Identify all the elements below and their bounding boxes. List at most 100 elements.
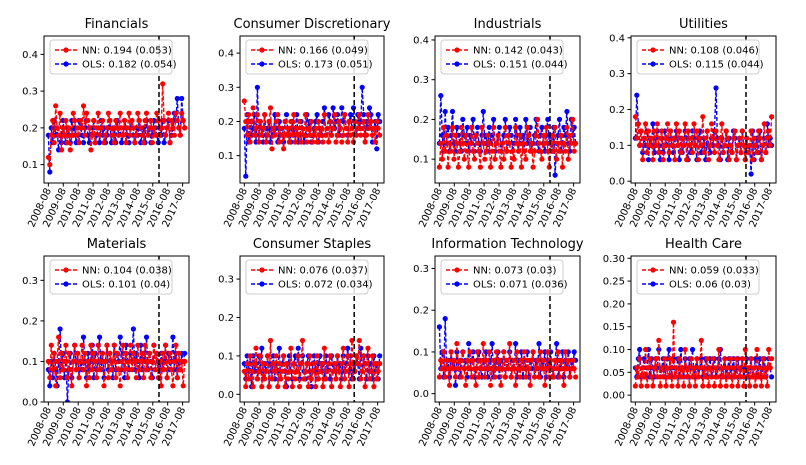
- data-point: [673, 365, 680, 371]
- data-point: [86, 375, 92, 381]
- y-tick-label: 0.1: [413, 155, 429, 166]
- data-point: [526, 132, 532, 138]
- data-point: [129, 367, 135, 373]
- data-point: [523, 116, 529, 122]
- y-tick-label: 0.0: [22, 398, 38, 409]
- data-point: [729, 149, 735, 156]
- data-point: [105, 375, 111, 381]
- data-point: [502, 374, 508, 380]
- series-nn: [45, 334, 188, 389]
- data-point: [318, 361, 325, 367]
- data-point: [348, 361, 354, 367]
- data-point: [504, 148, 510, 154]
- axes-frame: [434, 35, 581, 184]
- data-point: [745, 149, 751, 156]
- data-point: [260, 361, 266, 367]
- data-point: [632, 114, 639, 120]
- data-point: [343, 125, 349, 131]
- data-point: [327, 353, 333, 359]
- data-point: [92, 358, 98, 364]
- series-line-nn: [243, 100, 381, 149]
- data-point: [438, 140, 444, 146]
- data-point: [253, 125, 259, 131]
- legend-label: NN: 0.194 (0.053): [82, 46, 172, 57]
- data-point: [299, 337, 306, 344]
- data-point: [342, 376, 348, 382]
- y-tick-label: 0.2: [609, 105, 625, 116]
- data-point: [640, 157, 646, 163]
- data-point: [58, 147, 65, 153]
- data-point: [80, 334, 87, 340]
- legend-marker: [454, 281, 460, 287]
- data-point: [249, 118, 255, 125]
- data-point: [634, 365, 640, 371]
- data-point: [505, 366, 511, 372]
- data-point: [638, 128, 644, 134]
- data-point: [561, 140, 567, 146]
- legend-label: OLS: 0.173 (0.051): [278, 60, 373, 71]
- data-point: [333, 376, 339, 382]
- data-point: [488, 382, 494, 388]
- data-point: [767, 142, 773, 148]
- data-point: [374, 146, 380, 152]
- axes-frame: [43, 35, 190, 184]
- legend-label: OLS: 0.182 (0.054): [82, 60, 177, 71]
- data-point: [70, 358, 76, 364]
- data-point: [471, 156, 478, 162]
- data-point: [369, 353, 375, 359]
- data-point: [294, 125, 300, 131]
- data-point: [67, 367, 73, 373]
- data-point: [114, 125, 120, 131]
- data-point: [716, 346, 722, 353]
- data-point: [695, 374, 702, 380]
- data-point: [180, 383, 186, 389]
- data-point: [98, 125, 104, 131]
- data-point: [653, 142, 659, 148]
- data-point: [436, 164, 442, 170]
- data-point: [511, 156, 517, 162]
- data-point: [79, 125, 85, 131]
- data-point: [729, 383, 735, 389]
- data-point: [653, 356, 659, 362]
- y-tick-label: 0.4: [22, 50, 38, 61]
- data-point: [88, 147, 94, 153]
- data-point: [167, 350, 173, 356]
- data-point: [514, 349, 520, 355]
- data-point: [489, 366, 495, 372]
- data-point: [127, 132, 133, 138]
- legend-label: NN: 0.166 (0.049): [278, 46, 368, 57]
- y-tick-label: 0.3: [218, 275, 234, 286]
- data-point: [650, 157, 656, 163]
- data-point: [371, 384, 377, 390]
- data-point: [444, 357, 450, 363]
- axes-frame: [434, 255, 581, 403]
- data-point: [283, 132, 290, 138]
- data-point: [67, 147, 73, 153]
- data-point: [441, 124, 447, 130]
- data-point: [507, 124, 513, 130]
- data-point: [719, 121, 725, 127]
- data-point: [748, 128, 754, 134]
- data-point: [452, 374, 459, 380]
- data-point: [513, 116, 519, 122]
- legend-box: [49, 39, 173, 75]
- data-point: [647, 356, 653, 362]
- data-point: [689, 374, 696, 380]
- data-point: [511, 357, 517, 363]
- data-point: [76, 375, 82, 381]
- data-point: [637, 346, 643, 353]
- data-point: [297, 384, 303, 390]
- data-point: [679, 135, 685, 141]
- data-point: [492, 374, 498, 380]
- data-point: [337, 384, 343, 390]
- data-point: [332, 361, 338, 367]
- data-point: [681, 142, 687, 148]
- chart-title: Financials: [85, 17, 149, 32]
- data-point: [78, 358, 84, 364]
- data-point: [326, 112, 332, 118]
- data-point: [672, 157, 678, 163]
- data-point: [315, 118, 322, 125]
- data-point: [342, 112, 348, 118]
- data-point: [477, 357, 483, 363]
- data-point: [536, 140, 542, 146]
